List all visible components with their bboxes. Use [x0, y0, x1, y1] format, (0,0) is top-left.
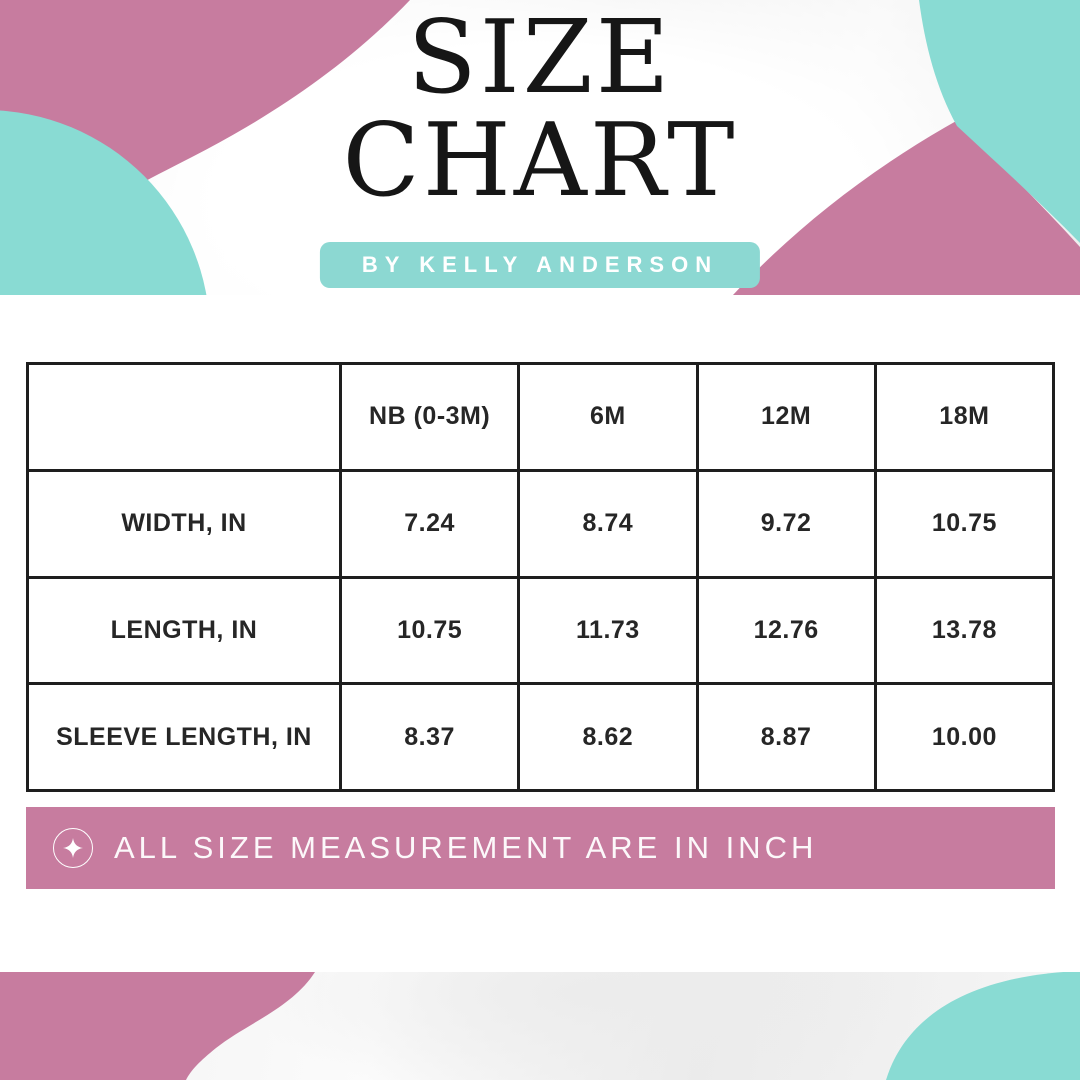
table-cell: 8.37	[338, 682, 521, 792]
top-corner-blobs	[0, 0, 1080, 295]
table-cell: 12.76	[695, 575, 877, 686]
footnote-banner: ALL SIZE MEASUREMENT ARE IN INCH	[26, 807, 1055, 889]
table-corner-cell	[26, 362, 342, 472]
table-cell: 10.75	[338, 575, 521, 686]
column-header-18m: 18M	[873, 362, 1056, 472]
row-label-length: LENGTH, IN	[26, 575, 342, 686]
teal-circle-left	[0, 110, 207, 295]
bottom-decorative-band	[0, 972, 1080, 1080]
pink-blob-top-left	[0, 0, 410, 295]
row-label-width: WIDTH, IN	[26, 468, 342, 579]
sparkle-icon	[53, 828, 93, 868]
size-table: NB (0-3M) 6M 12M 18M WIDTH, IN 7.24 8.74…	[26, 362, 1056, 792]
teal-blob-top-right	[919, 0, 1080, 243]
top-decorative-band: SIZE CHART BY KELLY ANDERSON	[0, 0, 1080, 295]
table-row: SLEEVE LENGTH, IN 8.37 8.62 8.87 10.00	[26, 682, 1056, 792]
column-header-nb: NB (0-3M)	[338, 362, 521, 472]
footnote-text: ALL SIZE MEASUREMENT ARE IN INCH	[114, 830, 818, 865]
table-header-row: NB (0-3M) 6M 12M 18M	[26, 362, 1056, 472]
table-cell: 9.72	[695, 468, 877, 579]
table-cell: 13.78	[873, 575, 1056, 686]
table-row: LENGTH, IN 10.75 11.73 12.76 13.78	[26, 575, 1056, 686]
table-cell: 8.62	[517, 682, 699, 792]
column-header-12m: 12M	[695, 362, 877, 472]
table-cell: 11.73	[517, 575, 699, 686]
row-label-sleeve-length: SLEEVE LENGTH, IN	[26, 682, 342, 792]
table-cell: 10.75	[873, 468, 1056, 579]
pink-blob-top-right	[733, 120, 1080, 295]
title-line-2: CHART	[342, 101, 738, 220]
title-line-1: SIZE	[407, 0, 673, 116]
bottom-corner-blobs	[0, 972, 1080, 1080]
column-header-6m: 6M	[517, 362, 699, 472]
teal-blob-bottom-right	[886, 972, 1080, 1080]
byline-text: BY KELLY ANDERSON	[361, 252, 719, 277]
pink-blob-bottom-left	[0, 972, 315, 1080]
byline-badge: BY KELLY ANDERSON	[319, 242, 761, 288]
table-row: WIDTH, IN 7.24 8.74 9.72 10.75	[26, 468, 1056, 579]
page-title: SIZE CHART	[0, 0, 1080, 220]
table-cell: 10.00	[873, 682, 1056, 792]
table-cell: 7.24	[338, 468, 521, 579]
table-cell: 8.87	[695, 682, 877, 792]
table-cell: 8.74	[517, 468, 699, 579]
